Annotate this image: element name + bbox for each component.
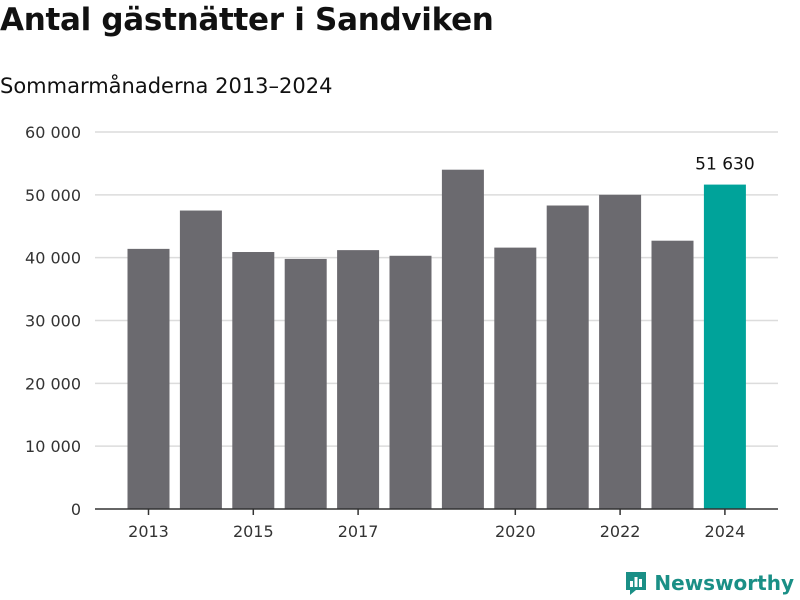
newsworthy-logo-icon — [626, 572, 647, 595]
bar-2020 — [494, 247, 537, 509]
bar-2019 — [441, 169, 484, 509]
chart-title: Antal gästnätter i Sandviken — [0, 2, 494, 38]
bar-2014 — [179, 210, 222, 509]
x-tick-label: 2020 — [495, 522, 536, 541]
bar-2021 — [546, 205, 589, 509]
data-label: 51 630 — [695, 155, 754, 175]
bar-2018 — [389, 255, 432, 509]
y-tick-label: 30 000 — [25, 312, 81, 331]
bar-2023 — [651, 240, 694, 509]
y-tick-label: 60 000 — [25, 123, 81, 142]
x-tick-label: 2022 — [600, 522, 641, 541]
bar-2024 — [703, 184, 746, 510]
y-tick-label: 20 000 — [25, 374, 81, 393]
brand: Newsworthy — [624, 570, 794, 596]
x-tick-label: 2015 — [233, 522, 274, 541]
x-tick-label: 2013 — [128, 522, 169, 541]
x-tick-label: 2024 — [705, 522, 746, 541]
brand-name: Newsworthy — [654, 571, 794, 595]
y-tick-label: 40 000 — [25, 249, 81, 268]
y-tick-label: 10 000 — [25, 437, 81, 456]
y-tick-label: 50 000 — [25, 186, 81, 205]
bar-2017 — [337, 250, 380, 510]
x-tick-label: 2017 — [338, 522, 379, 541]
bar-2016 — [284, 258, 327, 509]
chart-subtitle: Sommarmånaderna 2013–2024 — [0, 74, 333, 98]
bar-2013 — [127, 248, 170, 509]
bar-2015 — [232, 252, 275, 510]
y-tick-label: 0 — [71, 500, 81, 519]
bar-2022 — [599, 194, 642, 510]
